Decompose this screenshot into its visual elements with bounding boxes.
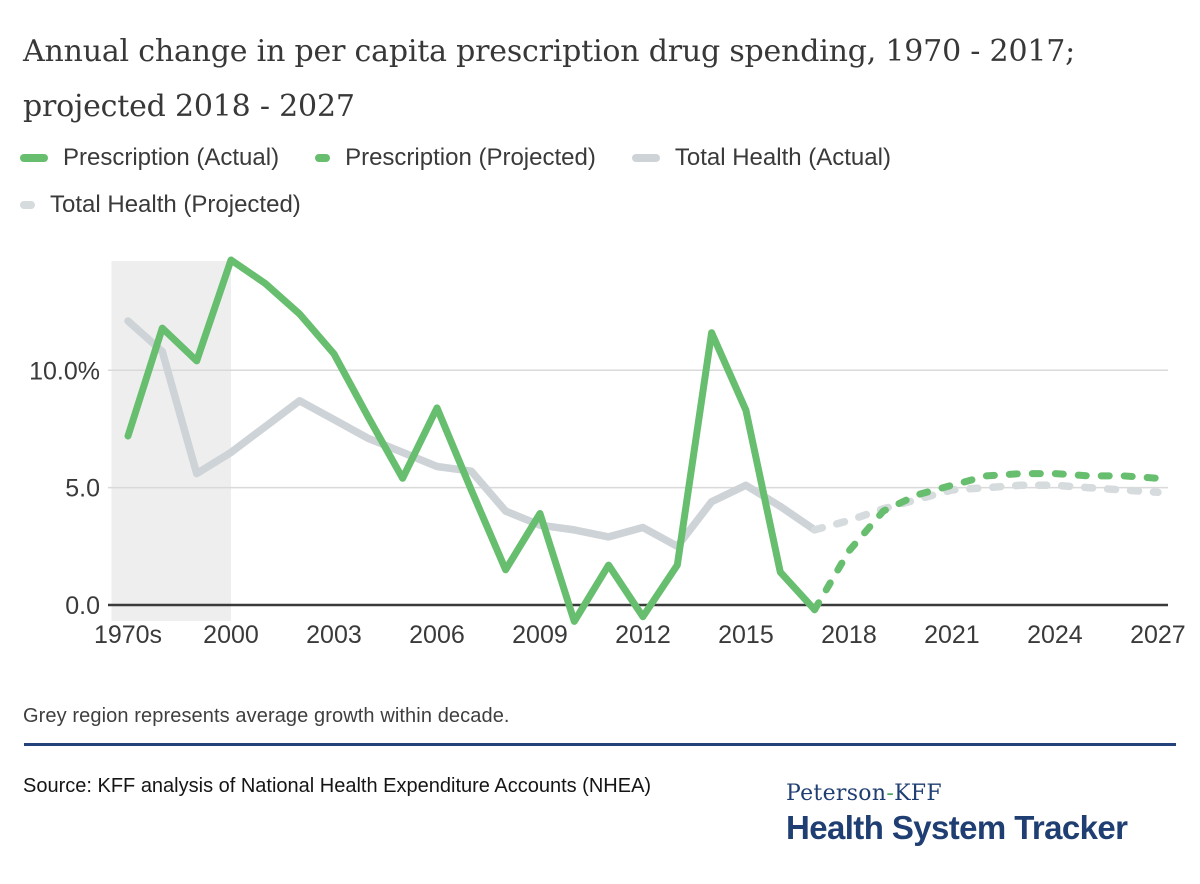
legend-item-total-health-actual: Total Health (Actual) [631,143,891,173]
legend-label: Total Health (Projected) [50,191,301,218]
brand-kff: KFF [894,781,942,806]
brand-logo: Peterson-KFF Health System Tracker [786,781,1128,847]
brand-peterson: Peterson [786,781,887,806]
legend-swatch-total-health-actual [631,154,660,162]
legend-item-total-health-projected: Total Health (Projected) [20,190,301,220]
series-line-prescription-actual [124,256,819,625]
legend-swatch-total-health-projected [20,201,35,209]
x-tick-label: 2021 [924,621,980,649]
chart-title-line2: projected 2018 - 2027 [23,89,355,124]
chart-title-line1: Annual change in per capita prescription… [23,34,1076,69]
x-tick-label: 2015 [718,621,774,649]
x-tick-label: 2006 [409,621,465,649]
brand-peterson-kff: Peterson-KFF [786,781,1127,806]
series-line-total-health-projected [810,481,1162,534]
source-text: Source: KFF analysis of National Health … [23,775,652,797]
legend-label: Prescription (Projected) [345,144,596,171]
y-tick-label: 0.0 [65,592,100,620]
divider-rule [24,743,1176,746]
legend-item-prescription-projected: Prescription (Projected) [315,143,596,173]
legend-item-prescription-actual: Prescription (Actual) [20,143,279,173]
brand-hyphen: - [886,781,895,806]
x-tick-label: 2024 [1027,621,1083,649]
series-line-total-health-actual [124,317,819,551]
legend: Prescription (Actual) Prescription (Proj… [20,143,1170,220]
legend-label: Prescription (Actual) [63,144,280,171]
x-tick-label: 1970s [94,621,162,649]
x-tick-label: 2000 [203,621,259,649]
chart-title: Annual change in per capita prescription… [23,24,1188,134]
x-tick-label: 2012 [615,621,671,649]
legend-swatch-prescription-projected [315,154,331,162]
legend-swatch-prescription-actual [20,154,48,162]
brand-health-system-tracker: Health System Tracker [786,809,1128,846]
legend-label: Total Health (Actual) [674,144,891,171]
x-tick-label: 2009 [512,621,568,649]
footnote: Grey region represents average growth wi… [23,705,510,727]
y-tick-label: 5.0 [65,475,100,503]
y-tick-label: 10.0% [29,357,100,385]
x-tick-label: 2018 [821,621,877,649]
x-tick-label: 2003 [306,621,362,649]
x-tick-label: 2027 [1130,621,1186,649]
series-line-prescription-projected [811,470,1162,614]
